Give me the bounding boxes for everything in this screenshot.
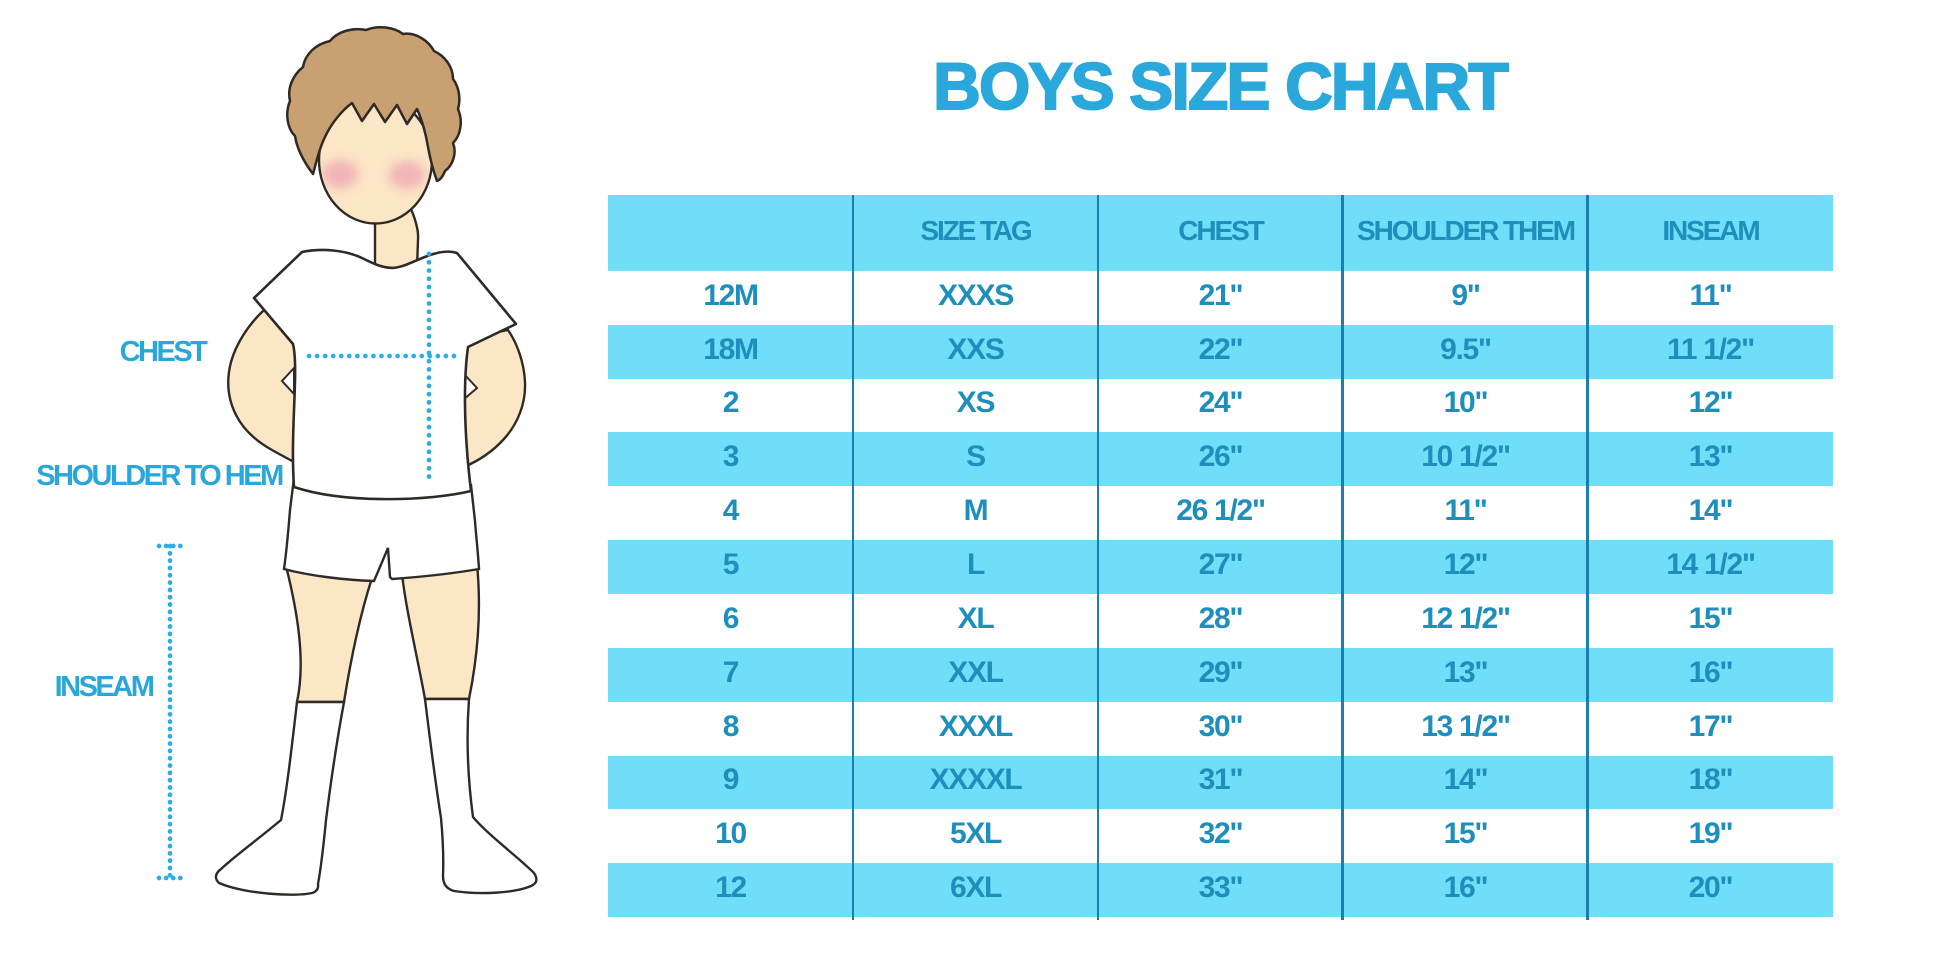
svg-text:CHEST: CHEST xyxy=(120,336,209,368)
svg-text:SHOULDER TO HEM: SHOULDER TO HEM xyxy=(36,460,283,492)
svg-text:INSEAM: INSEAM xyxy=(55,671,154,703)
